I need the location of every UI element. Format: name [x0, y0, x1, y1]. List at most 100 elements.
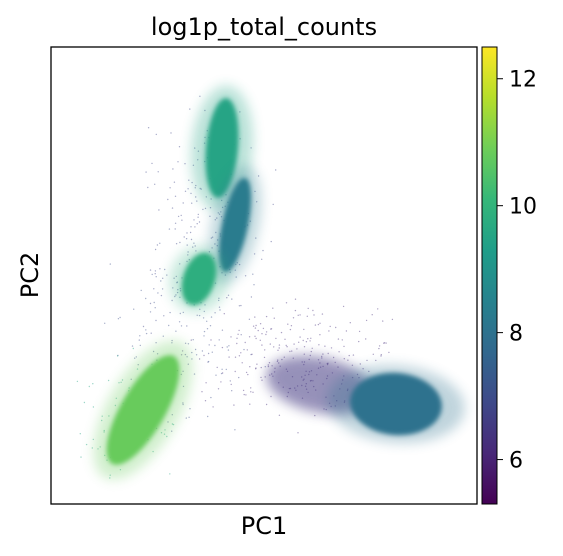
- cluster-core: [350, 372, 442, 436]
- scatter-point: [182, 311, 184, 314]
- scatter-point: [215, 374, 217, 376]
- scatter-point: [343, 345, 345, 348]
- scatter-point: [169, 473, 171, 475]
- scatter-point: [190, 226, 192, 228]
- scatter-point: [154, 273, 156, 275]
- scatter-point: [206, 328, 209, 330]
- scatter-point: [117, 318, 120, 320]
- scatter-point: [322, 353, 324, 355]
- scatter-point: [167, 198, 169, 201]
- scatter-point: [190, 192, 192, 195]
- scatter-point: [312, 309, 314, 312]
- scatter-point: [226, 346, 228, 348]
- scatter-point: [226, 297, 228, 299]
- scatter-point: [358, 330, 361, 333]
- point-cluster: [208, 166, 262, 284]
- scatter-point: [173, 181, 176, 183]
- scatter-point: [278, 414, 281, 416]
- scatter-point: [234, 370, 236, 373]
- scatter-point: [183, 236, 185, 238]
- scatter-point: [335, 326, 337, 329]
- scatter-point: [150, 332, 152, 334]
- cluster-core: [205, 98, 239, 198]
- scatter-point: [375, 359, 377, 362]
- scatter-point: [273, 346, 275, 348]
- scatter-point: [201, 350, 204, 352]
- scatter-point: [151, 162, 153, 165]
- scatter-point: [292, 317, 295, 319]
- scatter-point: [168, 228, 171, 230]
- scatter-point: [161, 288, 164, 290]
- scatter-point: [302, 339, 304, 342]
- scatter-point: [159, 242, 161, 244]
- scatter-point: [169, 311, 171, 314]
- scatter-point: [328, 330, 330, 332]
- scatter-point: [155, 276, 157, 278]
- scatter-point: [262, 327, 265, 330]
- scatter-point: [250, 391, 252, 393]
- scatter-point: [154, 183, 156, 185]
- scatter-point: [296, 348, 298, 350]
- scatter-point: [199, 95, 201, 98]
- scatter-point: [188, 179, 190, 181]
- scatter-point: [149, 302, 152, 305]
- scatter-point: [230, 383, 232, 386]
- scatter-point: [212, 406, 214, 408]
- scatter-point: [187, 343, 190, 345]
- scatter-point: [168, 324, 170, 327]
- scatter-point: [157, 292, 159, 294]
- scatter-point: [277, 359, 279, 361]
- colorbar-tick-label: 10: [509, 195, 537, 220]
- scatter-point: [201, 391, 203, 393]
- scatter-point: [206, 320, 208, 322]
- scatter-point: [240, 304, 242, 307]
- scatter-point: [371, 314, 373, 316]
- scatter-point: [265, 403, 268, 406]
- scatter-point: [155, 133, 157, 136]
- scatter-point: [380, 354, 382, 356]
- scatter-point: [174, 228, 176, 230]
- scatter-point: [209, 325, 212, 327]
- scatter-point: [246, 349, 248, 351]
- scatter-point: [377, 308, 379, 310]
- point-cluster: [327, 364, 465, 444]
- scatter-point: [338, 351, 340, 353]
- scatter-point: [159, 268, 161, 270]
- scatter-point: [107, 379, 110, 382]
- scatter-point: [218, 306, 221, 308]
- scatter-point: [358, 340, 360, 343]
- scatter-point: [314, 324, 317, 326]
- scatter-point: [240, 334, 242, 336]
- scatter-point: [190, 339, 192, 341]
- scatter-point: [139, 335, 141, 337]
- scatter-point: [293, 343, 295, 345]
- scatter-point: [155, 319, 157, 322]
- scatter-point: [241, 362, 243, 364]
- scatter-point: [244, 341, 246, 344]
- scatter-point: [88, 385, 91, 388]
- scatter-point: [309, 354, 311, 357]
- scatter-point: [238, 376, 240, 379]
- scatter-point: [285, 302, 288, 304]
- scatter-point: [204, 400, 207, 402]
- scatter-point: [342, 305, 345, 308]
- scatter-point: [287, 323, 289, 325]
- scatter-point: [240, 352, 242, 354]
- scatter-point: [139, 344, 141, 347]
- scatter-point: [345, 330, 348, 332]
- scatter-point: [366, 359, 368, 362]
- scatter-point: [324, 345, 326, 347]
- scatter-point: [273, 317, 275, 319]
- scatter-point: [248, 318, 251, 320]
- scatter-point: [133, 308, 135, 310]
- x-axis-label: PC1: [241, 512, 288, 540]
- scatter-point: [252, 273, 254, 275]
- scatter-point: [289, 350, 291, 353]
- scatter-point: [117, 354, 119, 357]
- scatter-point: [132, 347, 134, 350]
- scatter-point: [332, 356, 335, 359]
- scatter-point: [284, 338, 286, 340]
- scatter-point: [177, 161, 179, 163]
- scatter-point: [221, 368, 223, 370]
